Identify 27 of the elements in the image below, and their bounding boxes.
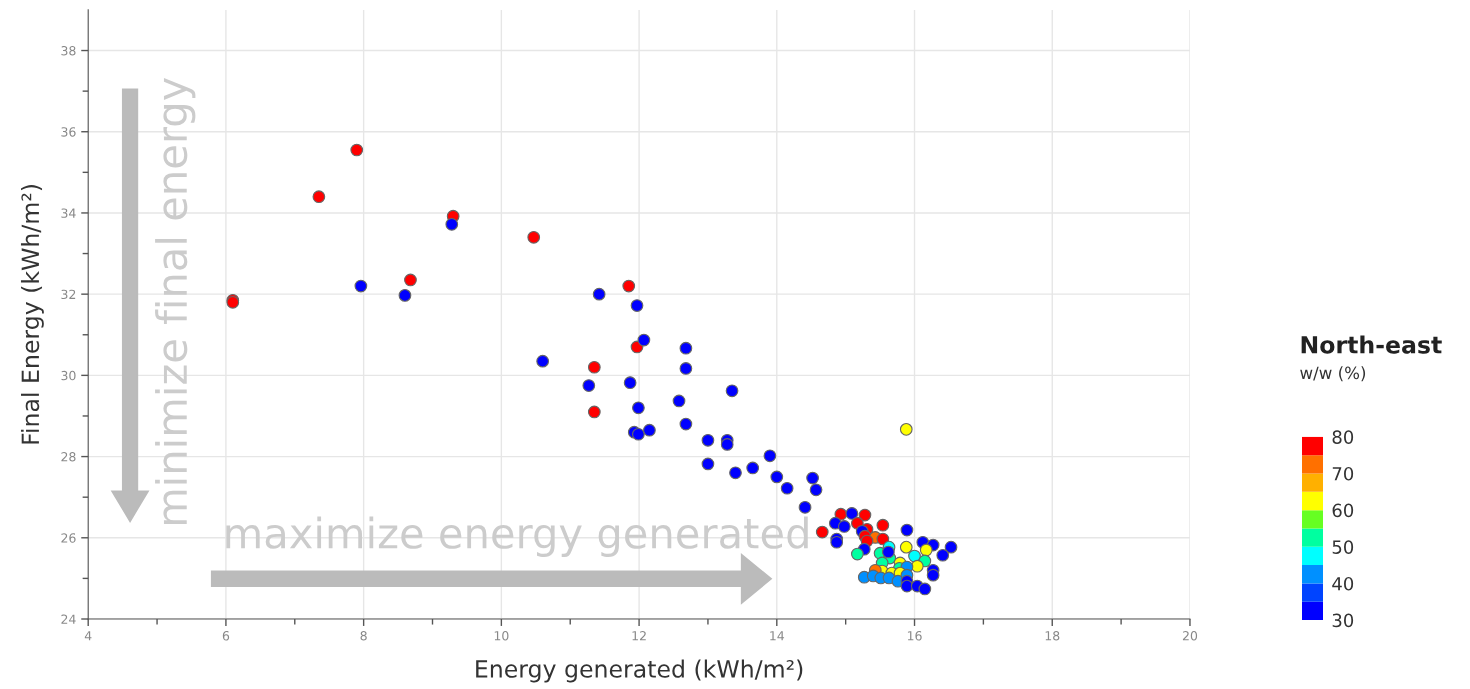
x-tick-label: 20 <box>1182 631 1198 641</box>
x-axis-title: Energy generated (kWh/m²) <box>476 659 803 683</box>
y-tick-label: 38 <box>61 46 76 56</box>
color-bar-label: 40 <box>1332 576 1354 591</box>
x-tick-label: 14 <box>770 631 785 641</box>
y-tick-label: 36 <box>61 127 76 137</box>
y-tick-label: 26 <box>61 533 76 543</box>
color-bar-label: 60 <box>1332 503 1354 518</box>
color-bar-label: 70 <box>1332 466 1354 481</box>
x-tick-label: 6 <box>222 631 230 641</box>
color-bar-label: 50 <box>1332 540 1354 554</box>
x-tick-label: 10 <box>494 631 509 641</box>
x-tick-label: 12 <box>632 631 646 641</box>
x-tick-label: 4 <box>84 631 92 641</box>
text: w/w (%) <box>1300 366 1366 382</box>
y-tick-label: 28 <box>61 452 76 462</box>
x-tick-label: 18 <box>1045 631 1060 641</box>
y-axis-title: Final Energy (kWh/m²) <box>20 185 44 444</box>
color-bar-label: 80 <box>1332 430 1354 444</box>
y-tick-label: 24 <box>61 614 76 624</box>
color-bar-label: 30 <box>1332 613 1354 628</box>
y-tick-label: 34 <box>61 208 76 218</box>
color-bar-title: North-east <box>1301 335 1442 354</box>
x-tick-label: 8 <box>360 631 367 641</box>
y-tick-label: 30 <box>61 370 76 381</box>
x-tick-label: 16 <box>907 631 922 641</box>
y-tick-label: 32 <box>61 289 76 300</box>
